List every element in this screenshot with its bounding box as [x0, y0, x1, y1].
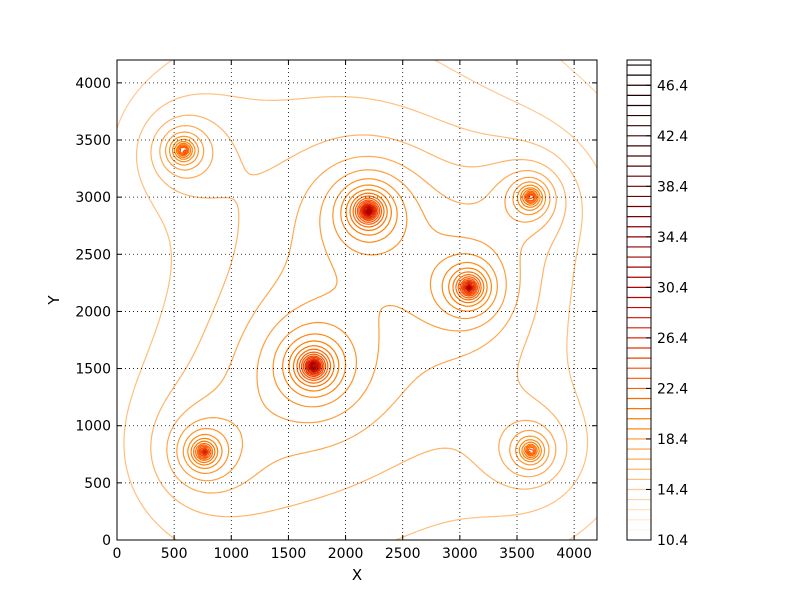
colorbar-tick-label: 46.4 — [657, 78, 688, 94]
colorbar-tick-label: 22.4 — [657, 381, 688, 397]
x-tick-label: 1500 — [271, 546, 307, 562]
x-tick-label: 0 — [113, 546, 122, 562]
y-tick-label: 3000 — [75, 190, 111, 206]
colorbar-tick-label: 18.4 — [657, 432, 688, 448]
y-tick-label: 0 — [102, 533, 111, 549]
x-tick-label: 2500 — [385, 546, 421, 562]
colorbar-tick-label: 26.4 — [657, 331, 688, 347]
colorbar: 10.4 14.4 18.4 22.4 26.4 30.4 34.4 38.4 42.4 46.4 — [627, 60, 688, 549]
x-tick-label: 4000 — [556, 546, 592, 562]
colorbar-background — [627, 60, 651, 540]
y-tick-label: 2500 — [75, 247, 111, 263]
y-tick-label: 3500 — [75, 133, 111, 149]
colorbar-tick-label: 34.4 — [657, 230, 688, 246]
colorbar-ticks: 10.4 14.4 18.4 22.4 26.4 30.4 34.4 38.4 42.4 46.4 — [646, 78, 688, 549]
colorbar-tick-label: 14.4 — [657, 482, 688, 498]
colorbar-tick-label: 30.4 — [657, 280, 688, 296]
x-tick-label: 500 — [161, 546, 188, 562]
y-tick-label: 500 — [84, 476, 111, 492]
contour-line-32.8 — [369, 212, 370, 213]
colorbar-tick-label: 42.4 — [657, 129, 688, 145]
plot-region: 0 500 1000 1500 2000 2500 3000 3500 4000 0 500 100… — [45, 60, 597, 584]
y-tick-label: 1500 — [75, 362, 111, 378]
x-axis-label: X — [352, 566, 362, 584]
x-tick-label: 1000 — [213, 546, 249, 562]
x-tick-label: 3000 — [442, 546, 478, 562]
colorbar-tick-label: 10.4 — [657, 533, 688, 549]
y-tick-label: 2000 — [75, 304, 111, 320]
x-tick-label: 2000 — [328, 546, 364, 562]
x-tick-label: 3500 — [499, 546, 535, 562]
y-axis-label: Y — [45, 295, 63, 306]
y-tick-label: 4000 — [75, 76, 111, 92]
y-tick-label: 1000 — [75, 419, 111, 435]
colorbar-tick-label: 38.4 — [657, 179, 688, 195]
